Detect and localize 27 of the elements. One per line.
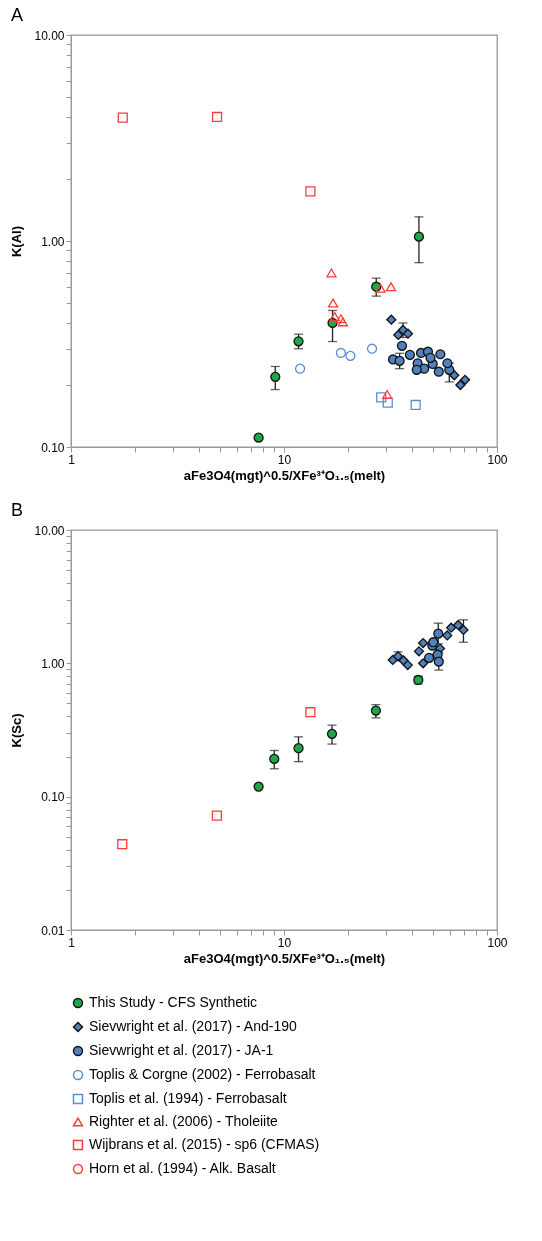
y-tick-label: 1.00 — [41, 656, 65, 671]
chart-title: A — [10, 5, 23, 25]
x-tick-label: 1 — [68, 935, 76, 950]
legend-label: Toplis & Corgne (2002) - Ferrobasalt — [89, 1066, 316, 1082]
x-tick-label: 1 — [68, 452, 76, 467]
x-tick-label: 100 — [487, 935, 508, 950]
x-axis-title: aFe3O4(mgt)^0.5/XFe³⁺O₁.₅(melt) — [183, 950, 386, 966]
x-tick-label: 100 — [487, 452, 508, 467]
chart-title: B — [10, 500, 23, 520]
y-tick-label: 0.01 — [41, 923, 65, 938]
legend-label: Righter et al. (2006) - Tholeiite — [89, 1113, 279, 1129]
legend-label: Sievwright et al. (2017) - And-190 — [89, 1018, 297, 1034]
x-axis-title: aFe3O4(mgt)^0.5/XFe³⁺O₁.₅(melt) — [183, 467, 386, 483]
legend-label: Toplis et al. (1994) - Ferrobasalt — [89, 1090, 287, 1106]
legend-label: Wijbrans et al. (2015) - sp6 (CFMAS) — [89, 1136, 320, 1152]
y-tick-label: 0.10 — [41, 440, 65, 455]
y-tick-label: 0.10 — [41, 790, 65, 805]
y-axis-title: K(Al) — [9, 225, 25, 258]
x-tick-label: 10 — [277, 935, 292, 950]
legend-label: This Study - CFS Synthetic — [89, 994, 258, 1010]
y-tick-label: 10.00 — [34, 28, 65, 43]
y-axis-title: K(Sc) — [9, 713, 25, 748]
x-tick-label: 10 — [277, 452, 292, 467]
y-tick-label: 1.00 — [41, 234, 65, 249]
legend-label: Sievwright et al. (2017) - JA-1 — [89, 1042, 274, 1058]
legend-label: Horn et al. (1994) - Alk. Basalt — [89, 1160, 276, 1176]
y-tick-label: 10.00 — [34, 523, 65, 538]
